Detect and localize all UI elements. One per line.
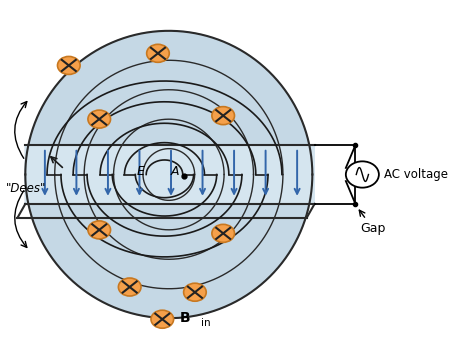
Circle shape (57, 57, 80, 74)
Circle shape (212, 224, 235, 242)
Text: in: in (202, 318, 211, 328)
Text: $\mathbf{B}$: $\mathbf{B}$ (179, 311, 190, 325)
Text: A: A (171, 164, 179, 178)
Circle shape (118, 278, 141, 296)
Circle shape (151, 310, 174, 328)
Circle shape (184, 283, 206, 301)
Text: AC voltage: AC voltage (384, 168, 448, 181)
Circle shape (146, 44, 169, 62)
Bar (25, 145, 314, 204)
Circle shape (346, 161, 379, 188)
Polygon shape (25, 174, 312, 318)
Circle shape (88, 221, 111, 239)
Circle shape (212, 107, 235, 125)
Text: E: E (137, 164, 145, 178)
Text: Gap: Gap (360, 222, 385, 235)
Circle shape (88, 110, 111, 128)
Text: "Dees": "Dees" (6, 182, 46, 195)
Polygon shape (25, 31, 312, 174)
